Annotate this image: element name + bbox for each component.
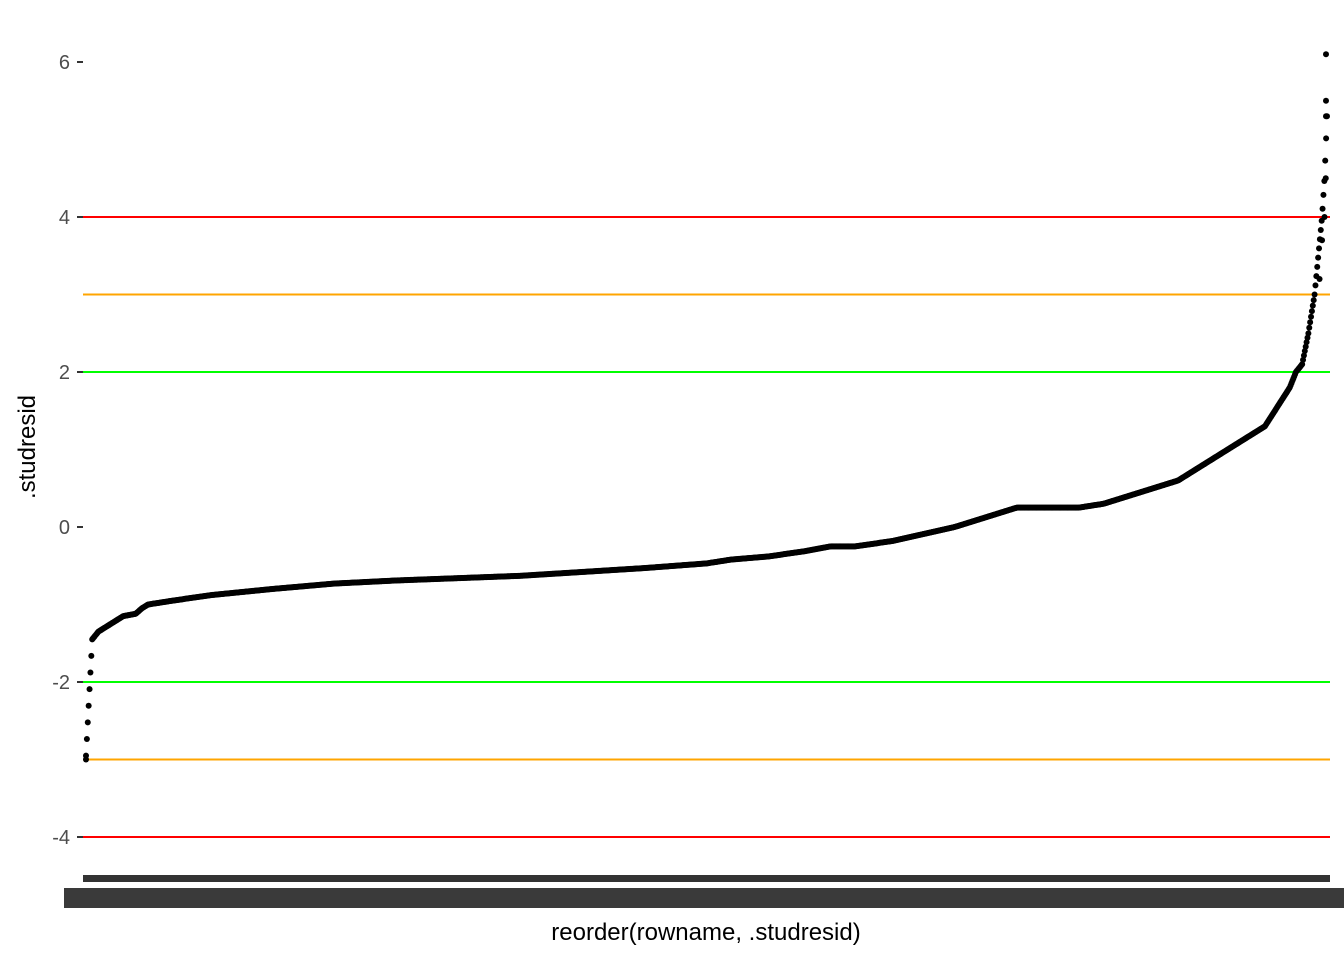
outlier-point: [1323, 113, 1329, 120]
data-point: [1307, 319, 1314, 326]
reference-lines: [83, 216, 1330, 838]
outlier-point: [1321, 214, 1328, 220]
y-tick-label: 4: [59, 207, 70, 229]
data-point: [1305, 330, 1312, 337]
x-axis: [64, 875, 1344, 908]
data-point: [88, 652, 95, 659]
data-point: [1306, 324, 1313, 331]
data-point: [1322, 157, 1329, 164]
data-point: [87, 669, 94, 676]
x-axis-ticks-band: [83, 875, 1330, 882]
y-axis: -4 -2 0 2 4 6: [52, 52, 83, 849]
data-point: [1323, 135, 1330, 142]
y-tick-label: 6: [59, 52, 70, 74]
outlier-point: [1323, 51, 1329, 58]
data-point: [86, 686, 93, 693]
y-tick-label: -4: [52, 827, 70, 849]
data-point: [1308, 308, 1315, 315]
x-axis-title: reorder(rowname, .studresid): [551, 919, 860, 946]
data-point: [85, 702, 92, 709]
data-point: [1316, 245, 1323, 252]
outlier-point: [1323, 97, 1329, 104]
x-tick-labels-overplotted: [64, 888, 1344, 908]
y-tick-label: 2: [59, 362, 70, 384]
data-points: [83, 51, 1330, 763]
outlier-point: [83, 756, 89, 763]
y-axis-title: .studresid: [14, 395, 41, 499]
data-point: [1320, 191, 1327, 198]
outlier-point: [1316, 276, 1323, 282]
data-point: [1311, 291, 1318, 298]
data-point: [84, 719, 91, 726]
data-point: [1310, 297, 1317, 304]
data-point: [1309, 302, 1316, 309]
data-point: [1319, 205, 1326, 212]
data-point: [83, 736, 90, 743]
data-point: [1317, 226, 1324, 233]
y-tick-label: 0: [59, 517, 70, 539]
data-point: [1308, 313, 1315, 320]
outlier-point: [1322, 175, 1329, 182]
y-tick-label: -2: [52, 672, 70, 694]
data-point: [1315, 254, 1322, 261]
data-point: [1312, 282, 1319, 289]
outlier-point: [1319, 237, 1326, 244]
data-point: [1314, 263, 1321, 270]
